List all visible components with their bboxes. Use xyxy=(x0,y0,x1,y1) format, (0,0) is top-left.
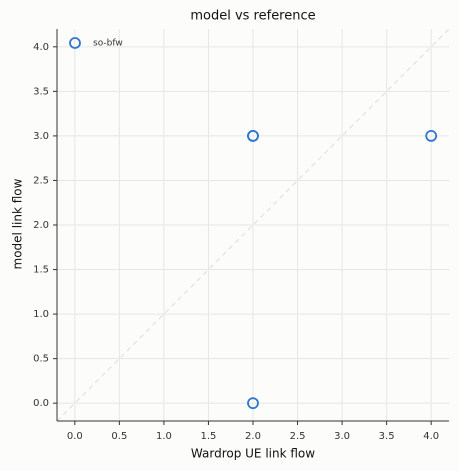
y-tick-label: 3.5 xyxy=(33,86,49,97)
chart-title: model vs reference xyxy=(190,9,315,24)
x-tick-label: 3.0 xyxy=(334,431,350,442)
y-tick-label: 2.5 xyxy=(33,175,49,186)
x-tick-label: 0.5 xyxy=(111,431,127,442)
y-tick-label: 1.5 xyxy=(33,265,49,276)
y-tick-label: 0.0 xyxy=(33,398,49,409)
x-tick-label: 2.5 xyxy=(290,431,306,442)
y-tick-label: 2.0 xyxy=(33,220,49,231)
point xyxy=(425,130,438,142)
reference-line xyxy=(56,28,450,422)
y-axis-label: model link flow xyxy=(11,178,25,269)
y-tick-label: 0.5 xyxy=(33,354,49,365)
y-tick-label: 3.0 xyxy=(33,131,49,142)
x-tick-label: 0.0 xyxy=(67,431,83,442)
x-axis-label: Wardrop UE link flow xyxy=(191,447,315,461)
x-tick-label: 3.5 xyxy=(379,431,395,442)
point xyxy=(247,397,259,410)
point xyxy=(247,130,259,142)
y-tick-label: 1.0 xyxy=(33,309,49,320)
x-tick-label: 2.0 xyxy=(245,431,261,442)
x-tick-label: 1.0 xyxy=(156,431,172,442)
y-tick-label: 4.0 xyxy=(33,42,49,53)
x-tick-label: 1.5 xyxy=(201,431,217,442)
x-tick-label: 4.0 xyxy=(423,431,439,442)
legend-marker xyxy=(69,37,81,49)
legend-label: so-bfw xyxy=(93,39,123,49)
